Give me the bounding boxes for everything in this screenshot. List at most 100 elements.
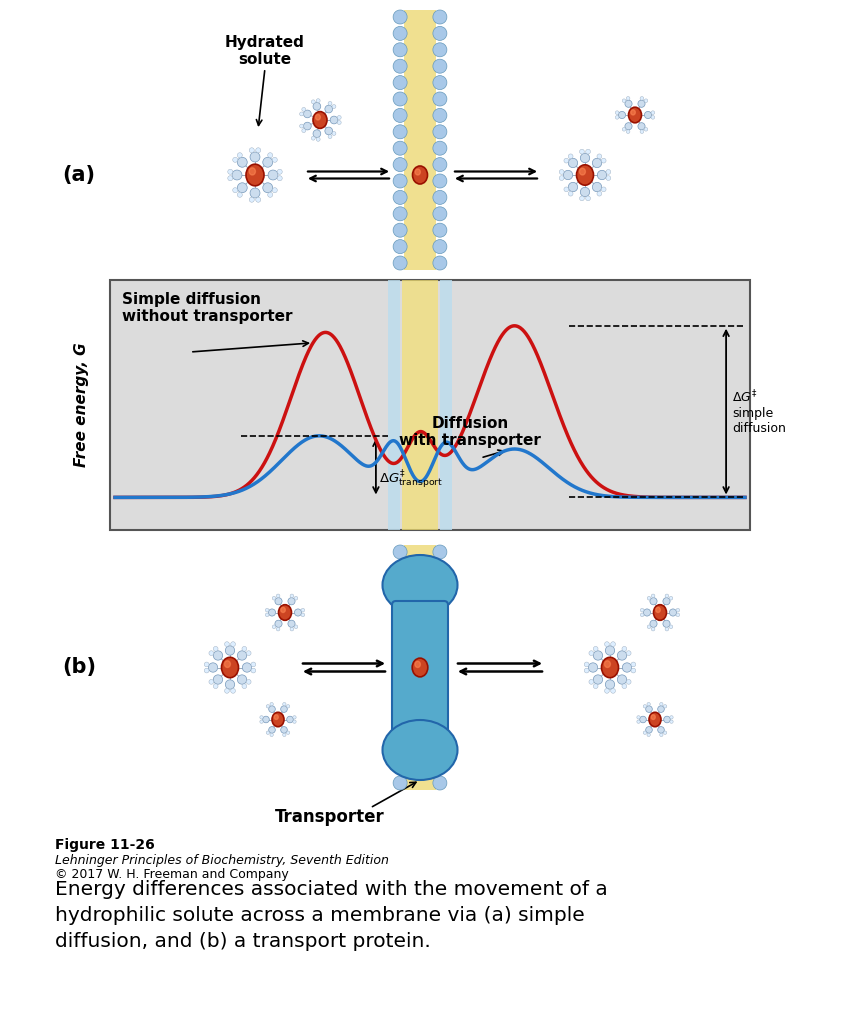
Circle shape [559, 176, 564, 180]
Ellipse shape [576, 165, 593, 185]
Circle shape [651, 116, 654, 119]
Ellipse shape [280, 607, 286, 612]
Circle shape [584, 663, 589, 667]
Circle shape [277, 169, 282, 174]
Text: $\Delta G^{\ddagger}$
simple
diffusion: $\Delta G^{\ddagger}$ simple diffusion [732, 388, 786, 435]
Circle shape [393, 59, 407, 73]
Circle shape [393, 677, 407, 691]
Circle shape [433, 190, 447, 205]
Text: Transporter: Transporter [275, 808, 385, 826]
Circle shape [564, 187, 569, 191]
Circle shape [286, 705, 290, 708]
Circle shape [622, 99, 626, 102]
Circle shape [615, 116, 619, 119]
Circle shape [237, 651, 246, 660]
Circle shape [288, 621, 295, 628]
Text: Energy differences associated with the movement of a: Energy differences associated with the m… [55, 880, 608, 899]
Circle shape [433, 92, 447, 106]
Circle shape [228, 169, 233, 174]
Circle shape [615, 111, 619, 115]
Circle shape [433, 141, 447, 156]
Circle shape [593, 684, 598, 688]
Ellipse shape [604, 660, 610, 668]
Circle shape [433, 578, 447, 592]
Circle shape [275, 598, 282, 605]
Circle shape [213, 646, 218, 651]
Circle shape [237, 158, 247, 167]
Circle shape [276, 628, 280, 631]
Circle shape [311, 100, 315, 103]
Circle shape [651, 628, 654, 631]
Circle shape [393, 141, 407, 156]
Text: Figure 11-26: Figure 11-26 [55, 838, 155, 852]
Circle shape [605, 646, 615, 655]
Circle shape [670, 720, 673, 723]
Circle shape [292, 716, 296, 719]
Circle shape [233, 187, 238, 193]
Circle shape [433, 76, 447, 90]
Circle shape [209, 680, 213, 684]
Circle shape [330, 116, 337, 124]
Circle shape [626, 96, 630, 100]
Bar [110, 280, 750, 530]
Circle shape [290, 628, 294, 631]
Ellipse shape [654, 605, 666, 621]
Text: $\Delta G^{\ddagger}_{\mathrm{transport}}$: $\Delta G^{\ddagger}_{\mathrm{transport}… [379, 469, 443, 492]
Ellipse shape [224, 660, 230, 668]
Circle shape [286, 716, 293, 723]
Circle shape [433, 611, 447, 625]
Circle shape [584, 669, 589, 673]
Circle shape [393, 27, 407, 40]
Circle shape [625, 100, 632, 108]
Circle shape [617, 675, 626, 684]
Circle shape [569, 182, 578, 191]
Circle shape [606, 170, 611, 174]
Circle shape [276, 594, 280, 598]
Circle shape [638, 123, 645, 130]
Circle shape [665, 594, 669, 598]
Circle shape [660, 702, 663, 706]
Circle shape [580, 196, 584, 201]
Text: diffusion, and (b) a transport protein.: diffusion, and (b) a transport protein. [55, 932, 431, 951]
Ellipse shape [222, 657, 239, 678]
Ellipse shape [651, 715, 655, 720]
Circle shape [249, 198, 254, 203]
Circle shape [676, 608, 680, 612]
Circle shape [433, 726, 447, 740]
Circle shape [663, 598, 670, 605]
Circle shape [263, 158, 273, 167]
Circle shape [272, 158, 277, 163]
Circle shape [393, 10, 407, 24]
Ellipse shape [415, 662, 421, 668]
Ellipse shape [412, 166, 428, 184]
Circle shape [592, 159, 602, 168]
Circle shape [250, 152, 260, 162]
Circle shape [622, 684, 626, 688]
Ellipse shape [580, 168, 586, 175]
Circle shape [272, 625, 276, 629]
Circle shape [622, 646, 626, 651]
Circle shape [303, 122, 311, 130]
Circle shape [651, 111, 654, 115]
Circle shape [237, 182, 247, 193]
Circle shape [647, 733, 650, 736]
Circle shape [325, 105, 332, 113]
Circle shape [433, 125, 447, 139]
Text: hydrophilic solute across a membrane via (a) simple: hydrophilic solute across a membrane via… [55, 906, 585, 925]
Ellipse shape [412, 658, 428, 677]
Circle shape [277, 176, 282, 181]
Circle shape [598, 170, 607, 179]
Circle shape [586, 196, 591, 201]
Circle shape [393, 611, 407, 625]
Circle shape [225, 680, 235, 689]
Circle shape [393, 207, 407, 221]
Circle shape [637, 716, 640, 719]
Circle shape [393, 760, 407, 773]
Circle shape [283, 702, 286, 706]
Circle shape [232, 170, 242, 180]
Ellipse shape [415, 169, 421, 175]
Circle shape [433, 660, 447, 675]
Circle shape [393, 561, 407, 575]
Circle shape [228, 176, 233, 181]
Circle shape [266, 705, 269, 708]
